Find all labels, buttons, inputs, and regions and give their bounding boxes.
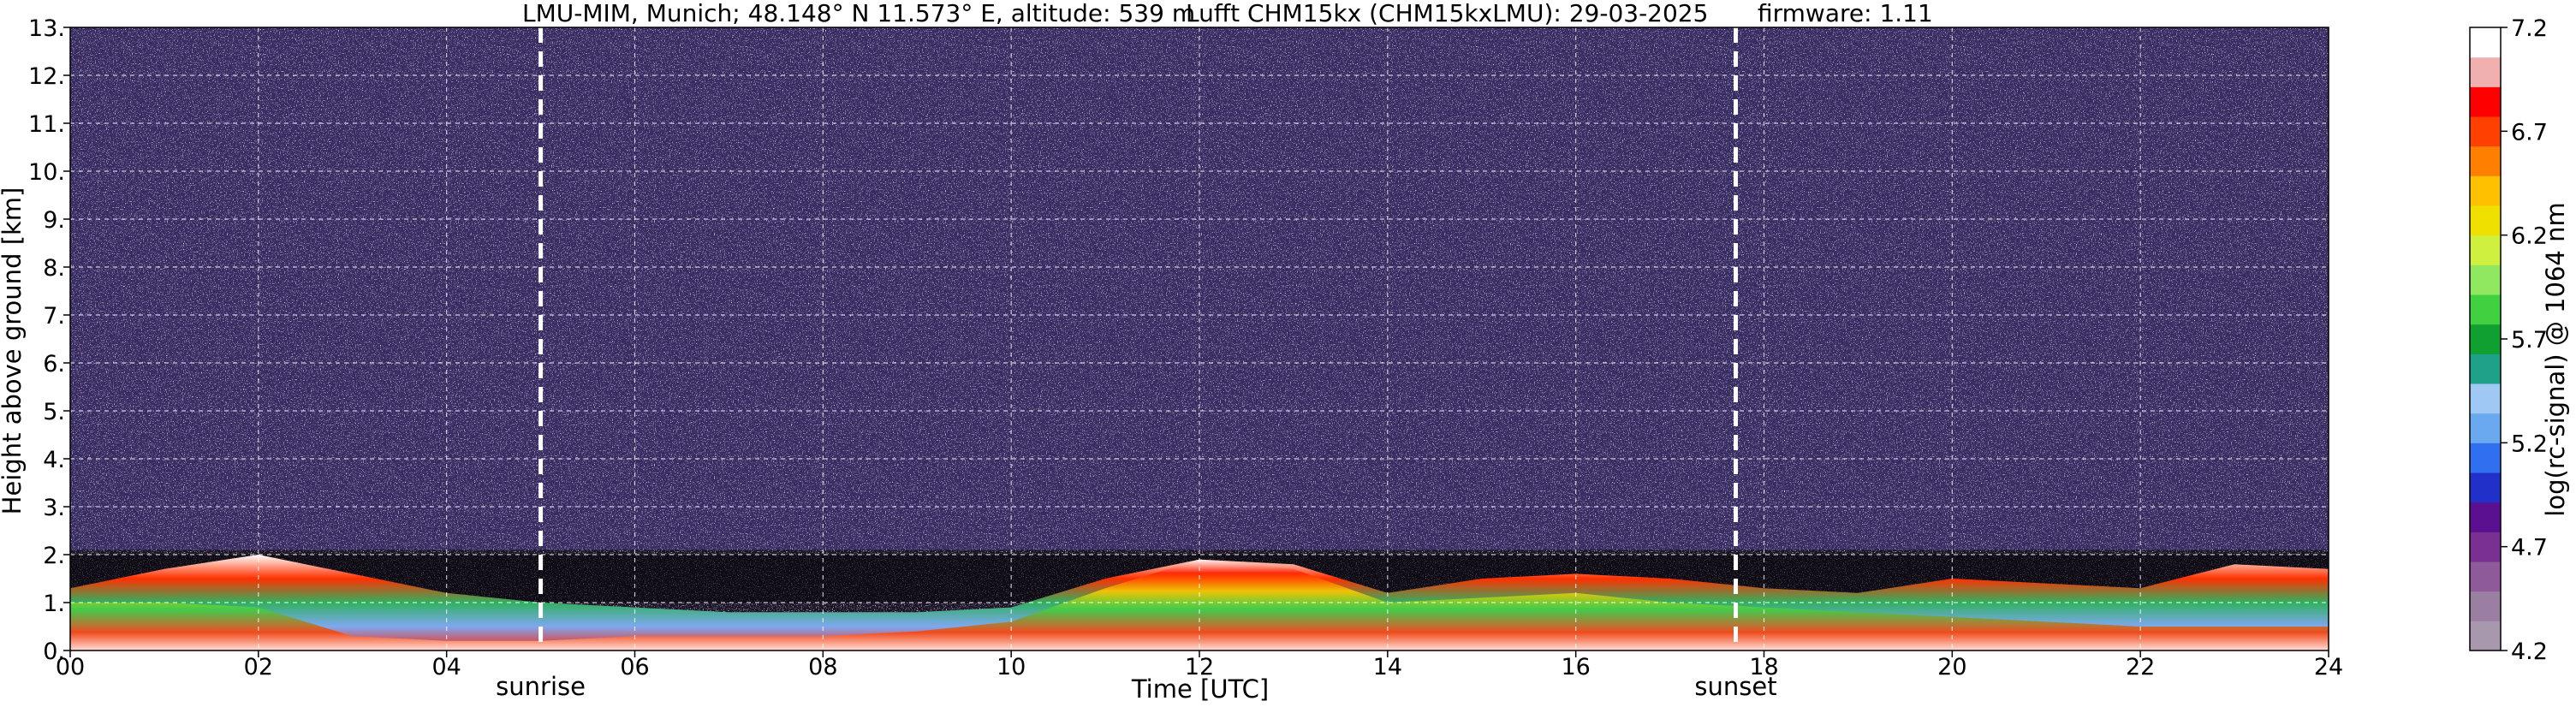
y-tick-label: 0. [43,639,65,665]
x-tick-label: 04 [431,654,461,680]
colorbar-segment [2470,324,2501,354]
colorbar-segment [2470,621,2501,651]
title-instrument: Lufft CHM15kx (CHM15kxLMU): 29-03-2025 [1186,0,1708,27]
x-tick-label: 12 [1185,654,1214,680]
colorbar-segment [2470,146,2501,176]
colorbar-segment [2470,235,2501,265]
y-tick-label: 2. [43,543,65,569]
sun-markers: sunrise sunset [496,27,1777,701]
colorbar-segment [2470,175,2501,206]
colorbar-segment [2470,561,2501,592]
colorbar-segment [2470,27,2501,58]
x-tick-label: 02 [244,654,273,680]
y-tick-label: 9. [43,207,65,234]
colorbar-tick-label: 4.2 [2511,639,2548,665]
y-tick-label: 3. [43,495,65,521]
colorbar-segment [2470,443,2501,473]
colorbar-label: log(rc-signal) @ 1064 nm [2541,202,2570,516]
x-tick-label: 10 [996,654,1026,680]
colorbar-segment [2470,56,2501,87]
y-axis-label: Height above ground [km] [0,187,27,515]
x-tick-label: 20 [1937,654,1966,680]
colorbar-tick-label: 4.7 [2511,535,2548,561]
colorbar-segment [2470,205,2501,236]
colorbar-segment [2470,116,2501,147]
colorbar-segment [2470,383,2501,414]
y-tick-label: 7. [43,303,65,330]
x-tick-label: 16 [1561,654,1590,680]
y-tick-label: 12. [28,63,65,90]
y-tick-label: 4. [43,447,65,473]
y-axis: 0. 1. 2. 3. 4. 5. 6. 7. 8. 9. 10. 11. 12. 13. [28,15,70,665]
y-tick-label: 11. [28,111,65,138]
colorbar-tick-label: 7.2 [2511,15,2548,42]
y-tick-label: 5. [43,399,65,425]
y-tick-label: 8. [43,255,65,282]
y-tick-label: 13. [28,15,65,42]
marker-sunrise-label: sunrise [496,672,586,701]
colorbar-segment [2470,591,2501,621]
colorbar-tick-label: 5.7 [2511,327,2548,354]
y-tick-label: 10. [28,159,65,186]
plot-area [70,27,2329,651]
title-firmware: firmware: 1.11 [1758,0,1933,27]
marker-sunset-label: sunset [1694,672,1776,701]
x-axis: 00 02 04 06 08 10 12 14 16 18 20 22 24 [56,651,2343,680]
x-tick-label: 08 [808,654,837,680]
colorbar-segment [2470,502,2501,532]
x-tick-label: 06 [620,654,649,680]
x-tick-label: 00 [56,654,85,680]
colorbar-segment [2470,294,2501,325]
colorbar-tick-label: 6.2 [2511,223,2548,250]
colorbar: 4.2 4.7 5.2 5.7 6.2 6.7 7.2 [2469,15,2548,665]
title-location: LMU-MIM, Munich; 48.148° N 11.573° E, al… [522,0,1195,27]
x-axis-label: Time [UTC] [1131,674,1269,704]
grid-lines [70,27,2329,651]
x-tick-label: 14 [1373,654,1402,680]
colorbar-segment [2470,413,2501,443]
x-tick-label: 22 [2126,654,2155,680]
colorbar-tick-label: 5.2 [2511,431,2548,457]
colorbar-segment [2470,354,2501,384]
colorbar-tick-label: 6.7 [2511,119,2548,146]
y-tick-label: 6. [43,351,65,377]
colorbar-segment [2470,532,2501,562]
x-tick-label: 24 [2314,654,2343,680]
colorbar-segment [2470,264,2501,295]
colorbar-segment [2470,86,2501,117]
x-tick-label: 18 [1749,654,1778,680]
y-tick-label: 1. [43,591,65,617]
colorbar-segment [2470,472,2501,503]
